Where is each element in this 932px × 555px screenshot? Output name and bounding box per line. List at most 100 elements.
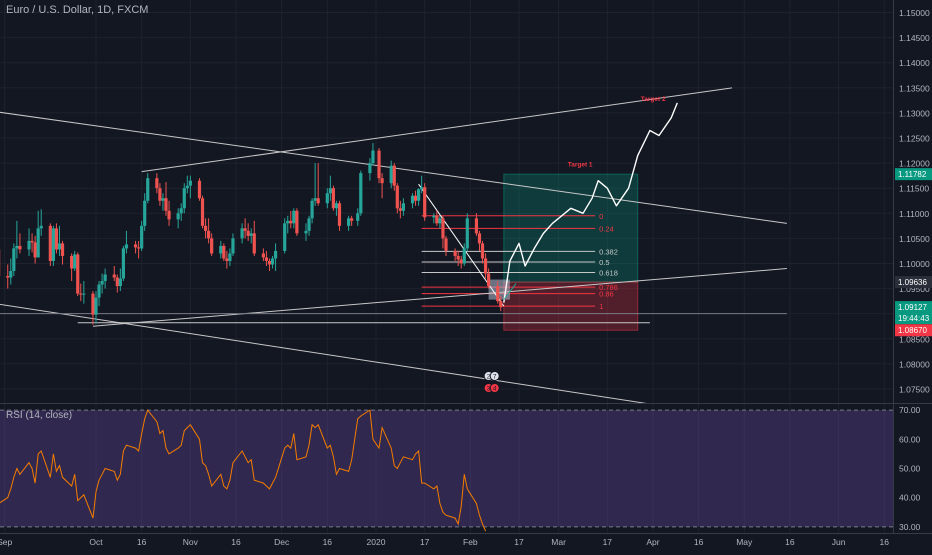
candle-body: [198, 181, 201, 199]
candle-body: [231, 238, 234, 253]
trendline: [419, 184, 504, 306]
candle-body: [228, 253, 231, 261]
candle-body: [268, 261, 271, 265]
candle-body: [499, 301, 502, 307]
candles: [0, 143, 502, 325]
candle-body: [335, 203, 338, 208]
candle-body: [37, 228, 40, 257]
candle-body: [377, 151, 380, 179]
candle-body: [134, 244, 137, 247]
candle-body: [420, 187, 423, 189]
time-tick-label: 16: [323, 537, 333, 547]
candle-body: [314, 198, 317, 201]
price-tick-label: 1.14000: [899, 58, 930, 68]
rsi-tick-label: 40.00: [899, 493, 921, 503]
price-badge-label: 1.09636: [898, 278, 927, 287]
time-tick-label: 16: [231, 537, 241, 547]
candle-body: [177, 213, 180, 219]
price-badge-label: 1.11782: [898, 170, 927, 179]
candle-body: [396, 186, 399, 209]
candle-body: [30, 241, 33, 243]
price-tick-label: 1.12000: [899, 159, 930, 169]
candle-body: [210, 238, 213, 253]
price-tick-label: 1.08000: [899, 359, 930, 369]
candle-body: [250, 233, 253, 236]
candle-body: [15, 246, 18, 249]
candle-body: [350, 218, 353, 221]
time-tick-label: Mar: [551, 537, 566, 547]
time-tick-label: 16: [785, 537, 795, 547]
trendline: [93, 268, 787, 326]
candle-body: [140, 226, 143, 249]
candle-body: [180, 208, 183, 213]
time-tick-label: May: [736, 537, 753, 547]
candle-body: [457, 256, 460, 260]
candle-body: [292, 211, 295, 224]
candle-body: [49, 226, 52, 261]
candle-body: [113, 275, 116, 278]
candle-body: [158, 188, 161, 201]
price-tick-label: 1.12500: [899, 134, 930, 144]
rsi-tick-label: 70.00: [899, 405, 921, 415]
candle-body: [183, 188, 186, 208]
trendlines: [0, 88, 787, 404]
candle-body: [317, 198, 320, 203]
candle-body: [91, 294, 94, 315]
candle-body: [368, 163, 371, 173]
candle-body: [219, 246, 222, 254]
candle-body: [347, 218, 350, 226]
rsi-tick-label: 30.00: [899, 522, 921, 532]
candle-body: [484, 258, 487, 273]
candle-body: [399, 208, 402, 211]
candle-body: [310, 201, 313, 219]
candle-body: [119, 279, 122, 287]
candle-body: [380, 178, 383, 183]
candle-body: [417, 189, 420, 201]
candle-body: [204, 226, 207, 231]
candle-body: [393, 166, 396, 186]
fib-level-label: 0.24: [599, 224, 614, 233]
candle-body: [460, 259, 463, 263]
candle-body: [478, 233, 481, 243]
time-tick-label: 17: [420, 537, 430, 547]
candle-body: [244, 228, 247, 231]
candle-body: [253, 233, 256, 253]
candle-body: [487, 274, 490, 287]
candle-body: [167, 211, 170, 220]
candle-body: [34, 242, 37, 257]
price-tick-label: 1.13000: [899, 108, 930, 118]
candle-body: [265, 257, 268, 261]
candle-body: [262, 253, 265, 257]
time-tick-label: Jun: [832, 537, 846, 547]
candle-body: [475, 218, 478, 233]
annotation-label: Target 2: [641, 96, 666, 103]
rsi-band: [0, 410, 893, 527]
time-tick-label: Sep: [0, 537, 13, 547]
event-marker-label: 4: [493, 386, 497, 393]
candle-body: [79, 294, 82, 295]
candle-body: [9, 271, 12, 278]
candle-body: [70, 256, 73, 269]
candle-body: [307, 218, 310, 231]
candle-body: [359, 173, 362, 213]
price-tick-label: 1.07500: [899, 384, 930, 394]
time-tick-label: Feb: [463, 537, 478, 547]
candle-body: [12, 248, 15, 271]
candle-body: [390, 166, 393, 184]
candle-body: [52, 228, 55, 261]
candle-body: [286, 221, 289, 224]
time-tick-label: 16: [694, 537, 704, 547]
candle-body: [466, 218, 469, 248]
candle-body: [371, 151, 374, 164]
candle-body: [304, 231, 307, 234]
candle-body: [423, 187, 426, 217]
price-badge-label: 1.08670: [898, 326, 927, 335]
event-marker-label: 7: [493, 374, 497, 381]
candle-body: [27, 241, 30, 250]
candle-body: [411, 196, 414, 204]
time-tick-label: Dec: [274, 537, 290, 547]
candle-body: [289, 221, 292, 224]
candle-body: [274, 251, 277, 259]
